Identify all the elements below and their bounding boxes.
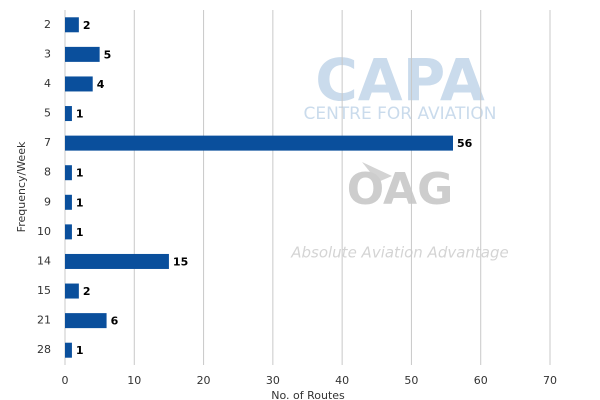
bar: [65, 194, 72, 210]
bar: [65, 76, 93, 92]
watermark-oag-icon: [362, 162, 392, 182]
bar: [65, 17, 79, 33]
value-label: 2: [83, 285, 91, 298]
watermark-capa: CAPA: [315, 46, 485, 114]
value-label: 56: [457, 137, 473, 150]
y-tick-label: 7: [44, 136, 51, 149]
y-tick-label: 21: [37, 314, 51, 327]
bar: [65, 135, 453, 151]
bar: [65, 342, 72, 358]
x-tick-label: 50: [404, 374, 418, 387]
value-label: 6: [111, 315, 119, 328]
y-tick-label: 10: [37, 225, 51, 238]
value-label: 1: [76, 108, 84, 121]
y-tick-label: 3: [44, 47, 51, 60]
value-label: 1: [76, 226, 84, 239]
x-tick-label: 10: [127, 374, 141, 387]
y-axis-label: Frequency/Week: [15, 141, 28, 232]
value-label: 4: [97, 78, 105, 91]
x-tick-label: 70: [543, 374, 557, 387]
bar: [65, 283, 79, 299]
y-tick-label: 5: [44, 107, 51, 120]
bar: [65, 253, 169, 269]
x-tick-label: 60: [474, 374, 488, 387]
value-label: 5: [104, 48, 112, 61]
value-label: 1: [76, 344, 84, 357]
bar: [65, 313, 107, 329]
bar: [65, 165, 72, 181]
y-tick-label: 8: [44, 166, 51, 179]
y-tick-label: 4: [44, 77, 51, 90]
watermark-oag: OAG: [347, 164, 453, 215]
bar: [65, 46, 100, 62]
value-label: 15: [173, 255, 188, 268]
x-tick-label: 20: [197, 374, 211, 387]
bar: [65, 106, 72, 122]
y-tick-label: 28: [37, 343, 51, 356]
value-label: 1: [76, 196, 84, 209]
watermark: CAPA CENTRE FOR AVIATION OAG Absolute Av…: [290, 46, 509, 261]
value-label: 2: [83, 19, 91, 32]
bar: [65, 224, 72, 240]
x-tick-label: 0: [62, 374, 69, 387]
y-tick-label: 9: [44, 195, 51, 208]
y-tick-label: 2: [44, 18, 51, 31]
watermark-capa-sub: CENTRE FOR AVIATION: [303, 104, 496, 124]
watermark-oag-sub: Absolute Aviation Advantage: [290, 244, 509, 262]
x-tick-label: 40: [335, 374, 349, 387]
x-tick-label: 30: [266, 374, 280, 387]
x-axis-label: No. of Routes: [271, 389, 345, 400]
y-tick-label: 15: [37, 284, 51, 297]
y-tick-label: 14: [37, 254, 51, 267]
value-label: 1: [76, 167, 84, 180]
